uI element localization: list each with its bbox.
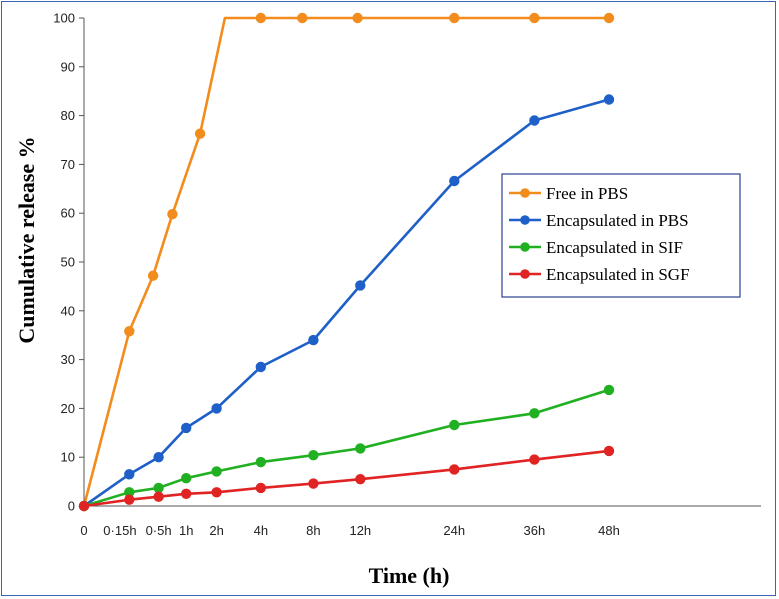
legend-entry: Free in PBS (509, 184, 628, 203)
data-point (308, 450, 319, 461)
data-point (603, 12, 615, 24)
x-tick-label: 1h (179, 523, 193, 538)
legend-swatch-marker (520, 188, 530, 198)
y-tick-label: 70 (61, 157, 75, 172)
x-axis: 0 0·15h 0·5h 1h 2h 4h 8h 12h 24h 36h 48h (80, 505, 761, 538)
series-encapsulated-in-pbs (78, 94, 615, 512)
y-tick-label: 100 (53, 11, 75, 26)
x-tick-label: 8h (306, 523, 320, 538)
data-point (153, 452, 164, 463)
data-point (529, 454, 540, 465)
x-tick-label: 12h (349, 523, 371, 538)
data-point (153, 482, 164, 494)
y-tick-label: 10 (61, 450, 75, 465)
data-point (297, 12, 308, 24)
y-tick-label: 90 (61, 59, 75, 74)
y-tick-label: 30 (61, 352, 75, 367)
x-tick-label: 2h (209, 523, 223, 538)
y-tick-label: 20 (61, 401, 75, 416)
legend-swatch-marker (520, 215, 530, 225)
legend-entry: Encapsulated in SGF (509, 265, 690, 284)
x-tick-label: 0·15h (103, 523, 136, 538)
data-point (603, 384, 615, 396)
data-point (308, 334, 319, 346)
data-point (211, 403, 222, 414)
y-tick-label: 50 (61, 255, 75, 270)
data-point (352, 12, 363, 24)
data-point (449, 419, 460, 431)
data-point (255, 12, 266, 24)
data-point (181, 422, 192, 434)
legend-swatch-marker (520, 242, 530, 252)
data-point (194, 128, 206, 139)
data-point (211, 487, 222, 498)
series-line (82, 16, 609, 507)
legend: Free in PBS Encapsulated in PBS Encapsulat… (501, 173, 741, 298)
data-point (255, 456, 266, 468)
data-point (124, 487, 135, 498)
data-point (167, 209, 178, 220)
x-tick-label: 0 (80, 523, 87, 538)
x-tick-label: 36h (524, 523, 546, 538)
y-axis-title: Cumulative release % (14, 136, 39, 343)
data-point (449, 464, 460, 475)
series-line (83, 98, 610, 508)
x-tick-label: 0·5h (146, 523, 172, 538)
y-tick-label: 40 (61, 303, 75, 318)
data-point (529, 115, 540, 126)
data-point (124, 494, 135, 505)
legend-swatch-marker (520, 269, 530, 279)
data-point (211, 466, 222, 477)
legend-entry: Encapsulated in PBS (509, 211, 689, 230)
legend-label: Encapsulated in SGF (546, 265, 690, 284)
legend-box (501, 173, 741, 298)
data-point (255, 361, 266, 373)
data-point (308, 478, 319, 489)
series-encapsulated-in-sgf (78, 445, 615, 512)
data-point (124, 469, 135, 480)
y-tick-label: 60 (61, 206, 75, 221)
y-tick-label: 0 (68, 499, 75, 514)
data-point (355, 443, 366, 454)
legend-label: Encapsulated in PBS (546, 211, 689, 230)
data-point (529, 408, 540, 419)
data-point (153, 491, 164, 502)
x-tick-label: 24h (443, 523, 465, 538)
data-point (181, 488, 192, 499)
legend-label: Encapsulated in SIF (546, 238, 683, 257)
x-tick-label: 48h (598, 523, 620, 538)
data-point (603, 445, 615, 457)
series-free-in-pbs (82, 12, 615, 507)
data-point (147, 270, 159, 281)
data-point (449, 12, 460, 24)
series-encapsulated-in-sif (78, 384, 615, 512)
data-point (181, 473, 192, 484)
data-point (355, 474, 366, 485)
data-point (355, 280, 366, 291)
x-tick-label: 4h (254, 523, 268, 538)
data-point (78, 500, 90, 512)
data-point (124, 326, 135, 337)
legend-entry: Encapsulated in SIF (509, 238, 683, 257)
data-point (603, 94, 615, 105)
data-point (529, 12, 540, 24)
x-axis-title: Time (h) (369, 563, 450, 588)
legend-label: Free in PBS (546, 184, 628, 203)
series-layer (78, 12, 615, 512)
data-point (449, 175, 460, 187)
y-axis: 0 10 20 30 40 50 60 70 80 90 100 (53, 11, 85, 514)
data-point (255, 482, 266, 494)
y-tick-label: 80 (61, 108, 75, 123)
